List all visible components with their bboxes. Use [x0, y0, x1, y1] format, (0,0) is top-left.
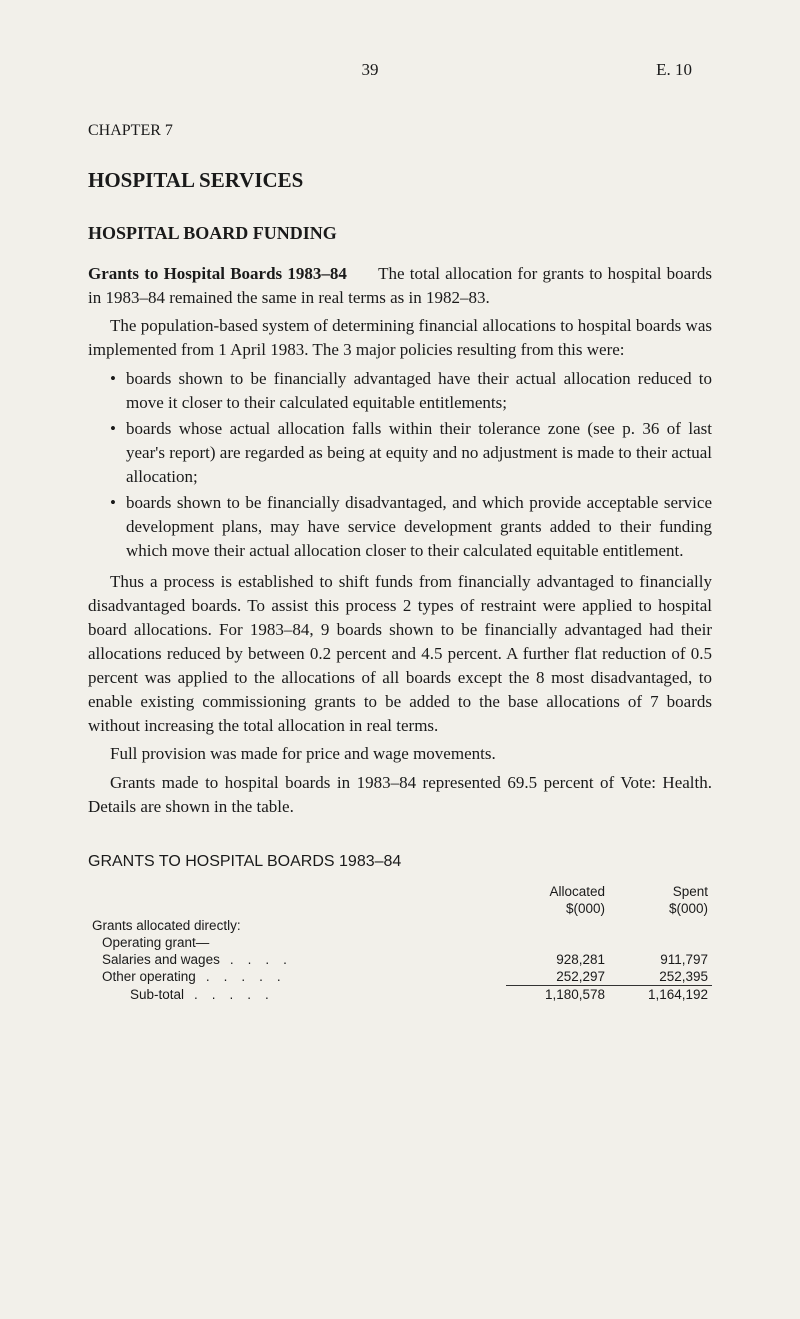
chapter-label: CHAPTER 7 [88, 122, 712, 140]
subtotal-allocated: 1,180,578 [506, 985, 609, 1003]
table-header-row-1: Allocated Spent [88, 883, 712, 900]
row-spent: 252,395 [609, 968, 712, 986]
col-allocated-unit: $(000) [506, 900, 609, 917]
leader-dots: .... [220, 952, 301, 967]
intro-paragraph: Grants to Hospital Boards 1983–84 The to… [88, 262, 712, 310]
page-title: HOSPITAL SERVICES [88, 168, 712, 193]
table-title: GRANTS TO HOSPITAL BOARDS 1983–84 [88, 853, 712, 871]
table-section-row: Grants allocated directly: [88, 917, 712, 934]
table-subtotal-row: Sub-total..... 1,180,578 1,164,192 [88, 985, 712, 1003]
document-reference: E. 10 [632, 60, 692, 80]
row-allocated: 252,297 [506, 968, 609, 986]
section-heading: HOSPITAL BOARD FUNDING [88, 223, 712, 244]
row-allocated: 928,281 [506, 951, 609, 968]
grants-directly-label: Grants allocated directly: [88, 917, 506, 934]
leader-dots: ..... [196, 969, 295, 984]
bullet-item: boards shown to be financially advantage… [110, 367, 712, 415]
grants-summary-paragraph: Grants made to hospital boards in 1983–8… [88, 771, 712, 819]
row-label: Salaries and wages.... [88, 951, 506, 968]
page-number: 39 [108, 60, 632, 80]
table-header-row-2: $(000) $(000) [88, 900, 712, 917]
leader-dots: ..... [184, 987, 283, 1002]
col-spent-label: Spent [609, 883, 712, 900]
row-label: Other operating..... [88, 968, 506, 986]
table-row: Other operating..... 252,297 252,395 [88, 968, 712, 986]
operating-grant-label: Operating grant— [88, 934, 506, 951]
table-row: Salaries and wages.... 928,281 911,797 [88, 951, 712, 968]
bullet-item: boards whose actual allocation falls wit… [110, 417, 712, 489]
subtotal-label: Sub-total..... [88, 985, 506, 1003]
table-subsection-row: Operating grant— [88, 934, 712, 951]
process-paragraph: Thus a process is established to shift f… [88, 570, 712, 739]
document-page: 39 E. 10 CHAPTER 7 HOSPITAL SERVICES HOS… [0, 0, 800, 1063]
row-spent: 911,797 [609, 951, 712, 968]
provision-paragraph: Full provision was made for price and wa… [88, 742, 712, 766]
col-allocated-label: Allocated [506, 883, 609, 900]
policy-bullets: boards shown to be financially advantage… [88, 367, 712, 564]
policies-intro: The population-based system of determini… [88, 314, 712, 362]
running-header: 39 E. 10 [88, 60, 712, 80]
bullet-item: boards shown to be financially disadvant… [110, 491, 712, 563]
col-spent-unit: $(000) [609, 900, 712, 917]
grants-table: Allocated Spent $(000) $(000) Grants all… [88, 883, 712, 1003]
intro-run-in: Grants to Hospital Boards 1983–84 [88, 264, 347, 283]
subtotal-spent: 1,164,192 [609, 985, 712, 1003]
